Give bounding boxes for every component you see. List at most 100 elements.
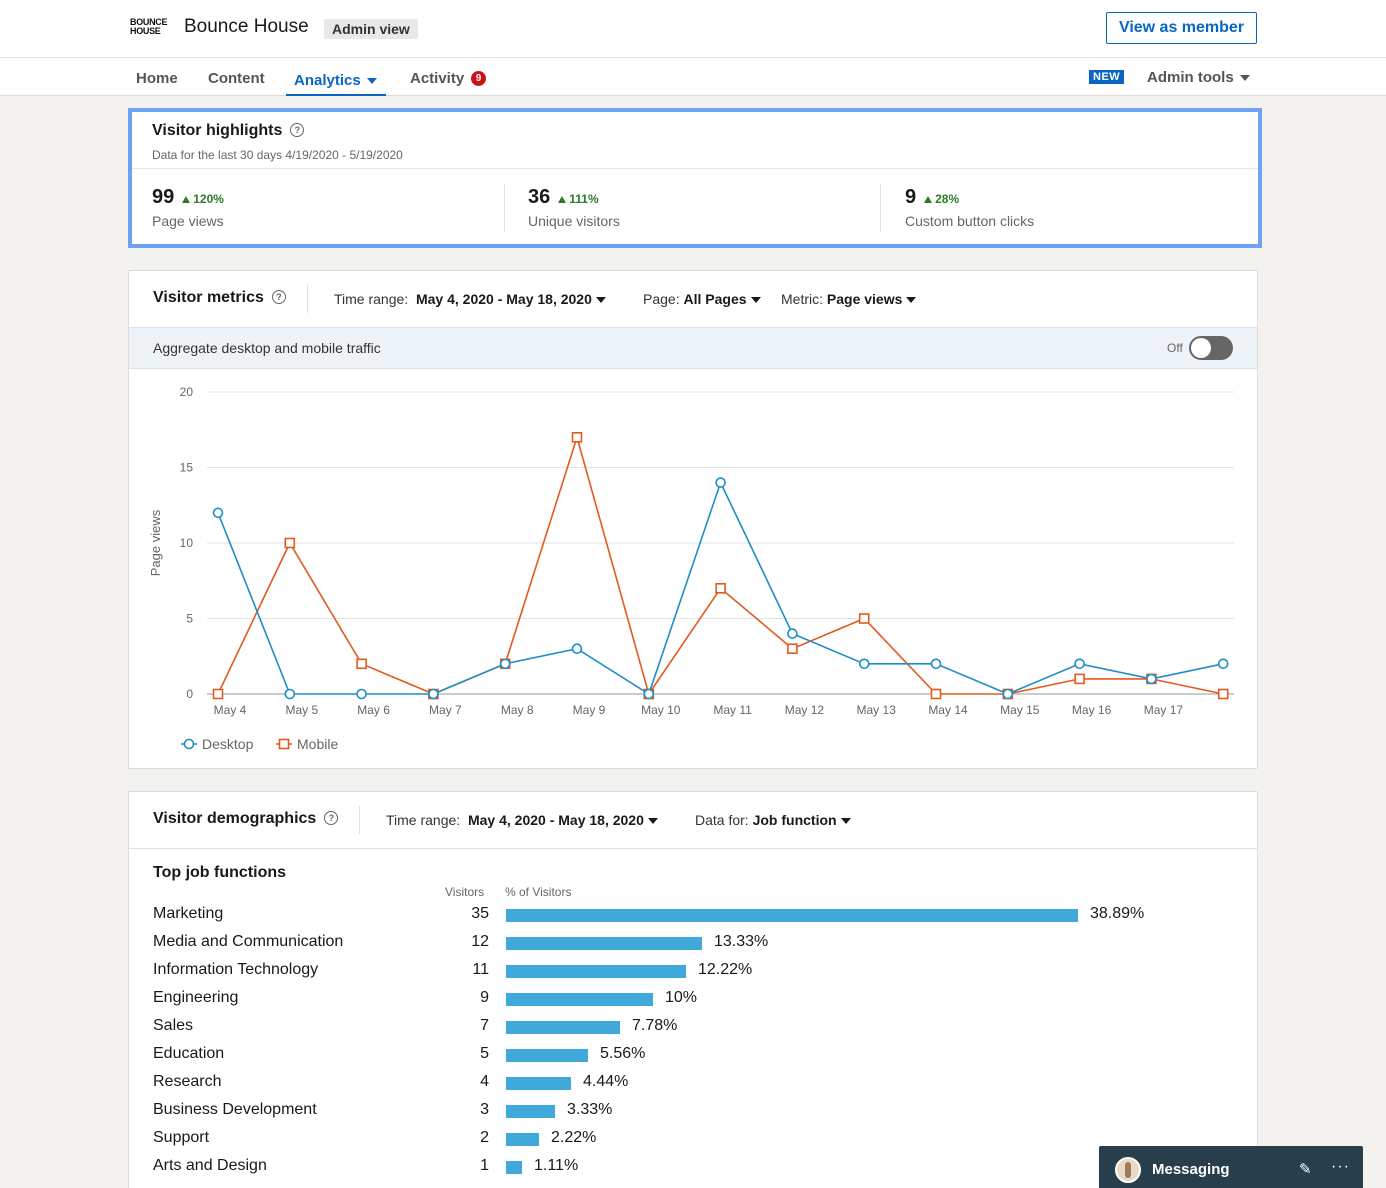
page-nav: Home Content Analytics Activity 9 NEW Ad… (0, 58, 1386, 96)
data-point-mobile (571, 431, 583, 443)
data-point-desktop (1074, 658, 1085, 670)
new-badge: NEW (1089, 70, 1125, 84)
metric-custom-button-clicks: 9 28% Custom button clicks (905, 186, 1035, 229)
x-tick-label: May 12 (785, 703, 825, 717)
admin-view-chip: Admin view (324, 19, 418, 39)
percentage-bar (506, 1105, 555, 1118)
header-top-row: BOUNCE HOUSE Bounce House Admin view Vie… (0, 0, 1386, 58)
visitor-count: 2 (480, 1129, 489, 1146)
list-item: Information Technology 11 12.22% (129, 961, 1257, 989)
data-point-mobile (858, 613, 870, 624)
demographics-time-range-dropdown[interactable]: Time range: May 4, 2020 - May 18, 2020 (386, 812, 658, 828)
data-for-dropdown[interactable]: Data for: Job function (695, 812, 851, 828)
delta-up: 120% (182, 192, 224, 206)
arrow-up-icon (182, 196, 191, 203)
percentage-bar (506, 965, 686, 978)
admin-tools-menu[interactable]: Admin tools (1147, 69, 1250, 86)
list-item: Research 4 4.44% (129, 1073, 1257, 1101)
toggle-knob (1191, 338, 1211, 358)
percentage-bar (506, 1021, 620, 1034)
view-as-member-button[interactable]: View as member (1106, 12, 1257, 44)
active-tab-indicator (286, 94, 386, 96)
time-range-dropdown[interactable]: Time range: May 4, 2020 - May 18, 2020 (334, 291, 606, 307)
percentage-bar (506, 1133, 539, 1146)
data-point-desktop (787, 628, 798, 639)
delta-up: 111% (558, 192, 599, 206)
y-axis-label: Page views (148, 509, 163, 576)
delta-up: 28% (924, 192, 959, 206)
visitor-count: 3 (480, 1101, 489, 1118)
data-point-desktop (499, 658, 511, 670)
messaging-label: Messaging (1152, 1161, 1230, 1178)
visitors-column-header: Visitors (445, 885, 485, 899)
highlights-subtitle: Data for the last 30 days 4/19/2020 - 5/… (152, 148, 403, 162)
job-function-name: Marketing (153, 905, 224, 922)
company-name[interactable]: Bounce House (184, 16, 309, 37)
percentage-bar (506, 1049, 588, 1062)
legend-marker-desktop (183, 738, 195, 750)
job-function-name: Sales (153, 1017, 194, 1034)
data-point-desktop (356, 688, 367, 700)
arrow-up-icon (558, 196, 567, 203)
chevron-down-icon (366, 78, 377, 85)
x-tick-label: May 8 (501, 703, 534, 717)
help-icon[interactable]: ? (324, 810, 339, 825)
data-point-desktop (643, 688, 655, 700)
data-point-mobile (284, 537, 296, 549)
percentage-label: 4.44% (583, 1073, 629, 1090)
compose-icon[interactable]: ✎ (1299, 1161, 1312, 1178)
visitor-count: 12 (471, 933, 489, 950)
tab-analytics[interactable]: Analytics (294, 72, 377, 89)
metric-dropdown[interactable]: Metric: Page views (781, 291, 917, 307)
legend-label-desktop: Desktop (202, 736, 254, 752)
arrow-up-icon (924, 196, 933, 203)
avatar[interactable] (1115, 1157, 1141, 1183)
job-function-name: Research (153, 1073, 222, 1090)
x-tick-label: May 17 (1144, 703, 1184, 717)
percentage-label: 38.89% (1090, 905, 1145, 922)
data-point-mobile (212, 688, 224, 700)
x-tick-label: May 7 (429, 703, 462, 717)
messaging-bar[interactable]: Messaging ✎ ··· (1099, 1146, 1363, 1188)
help-icon[interactable]: ? (271, 289, 286, 304)
x-tick-label: May 5 (285, 703, 318, 717)
percentage-bar (506, 1161, 522, 1174)
tab-content[interactable]: Content (208, 70, 265, 87)
data-point-desktop (1146, 673, 1157, 685)
top-header: BOUNCE HOUSE Bounce House Admin view Vie… (0, 0, 1386, 96)
tab-analytics-label: Analytics (294, 72, 361, 89)
percentage-bar (506, 909, 1078, 922)
visitor-metrics-title: Visitor metrics? (153, 289, 286, 307)
tab-activity[interactable]: Activity (410, 70, 465, 87)
series-line-mobile (217, 434, 1224, 696)
chevron-down-icon (840, 818, 851, 825)
job-function-name: Information Technology (153, 961, 319, 978)
visitor-demographics-title: Visitor demographics? (153, 810, 339, 828)
x-tick-label: May 13 (857, 703, 897, 717)
y-tick-label: 20 (180, 385, 194, 399)
company-logo[interactable]: BOUNCE HOUSE (130, 17, 168, 36)
help-icon[interactable]: ? (290, 122, 305, 137)
percentage-label: 7.78% (632, 1017, 678, 1034)
page-views-line-chart: 0 5 10 15 20 Page views May 4 May 5 May 6 May 7 Ma… (148, 385, 1234, 752)
divider (132, 168, 1258, 169)
list-item: Engineering 9 10% (129, 989, 1257, 1017)
aggregate-label: Aggregate desktop and mobile traffic (153, 340, 381, 356)
aggregate-traffic-bar: Aggregate desktop and mobile traffic Off (129, 327, 1257, 369)
visitor-count: 7 (480, 1017, 489, 1034)
divider (129, 848, 1257, 849)
visitor-highlights-title: Visitor highlights? (152, 122, 305, 140)
visitor-count: 9 (480, 989, 489, 1006)
page-dropdown[interactable]: Page: All Pages (643, 291, 761, 307)
pct-column-header: % of Visitors (505, 885, 572, 899)
list-item: Business Development 3 3.33% (129, 1101, 1257, 1129)
tab-home[interactable]: Home (136, 70, 178, 87)
visitor-count: 11 (472, 961, 489, 978)
chevron-down-icon (906, 297, 917, 304)
y-tick-label: 0 (186, 687, 193, 701)
more-icon[interactable]: ··· (1331, 1158, 1350, 1175)
percentage-label: 10% (665, 989, 698, 1006)
percentage-bar (506, 1077, 571, 1090)
aggregate-toggle[interactable] (1189, 336, 1233, 360)
list-item: Education 5 5.56% (129, 1045, 1257, 1073)
